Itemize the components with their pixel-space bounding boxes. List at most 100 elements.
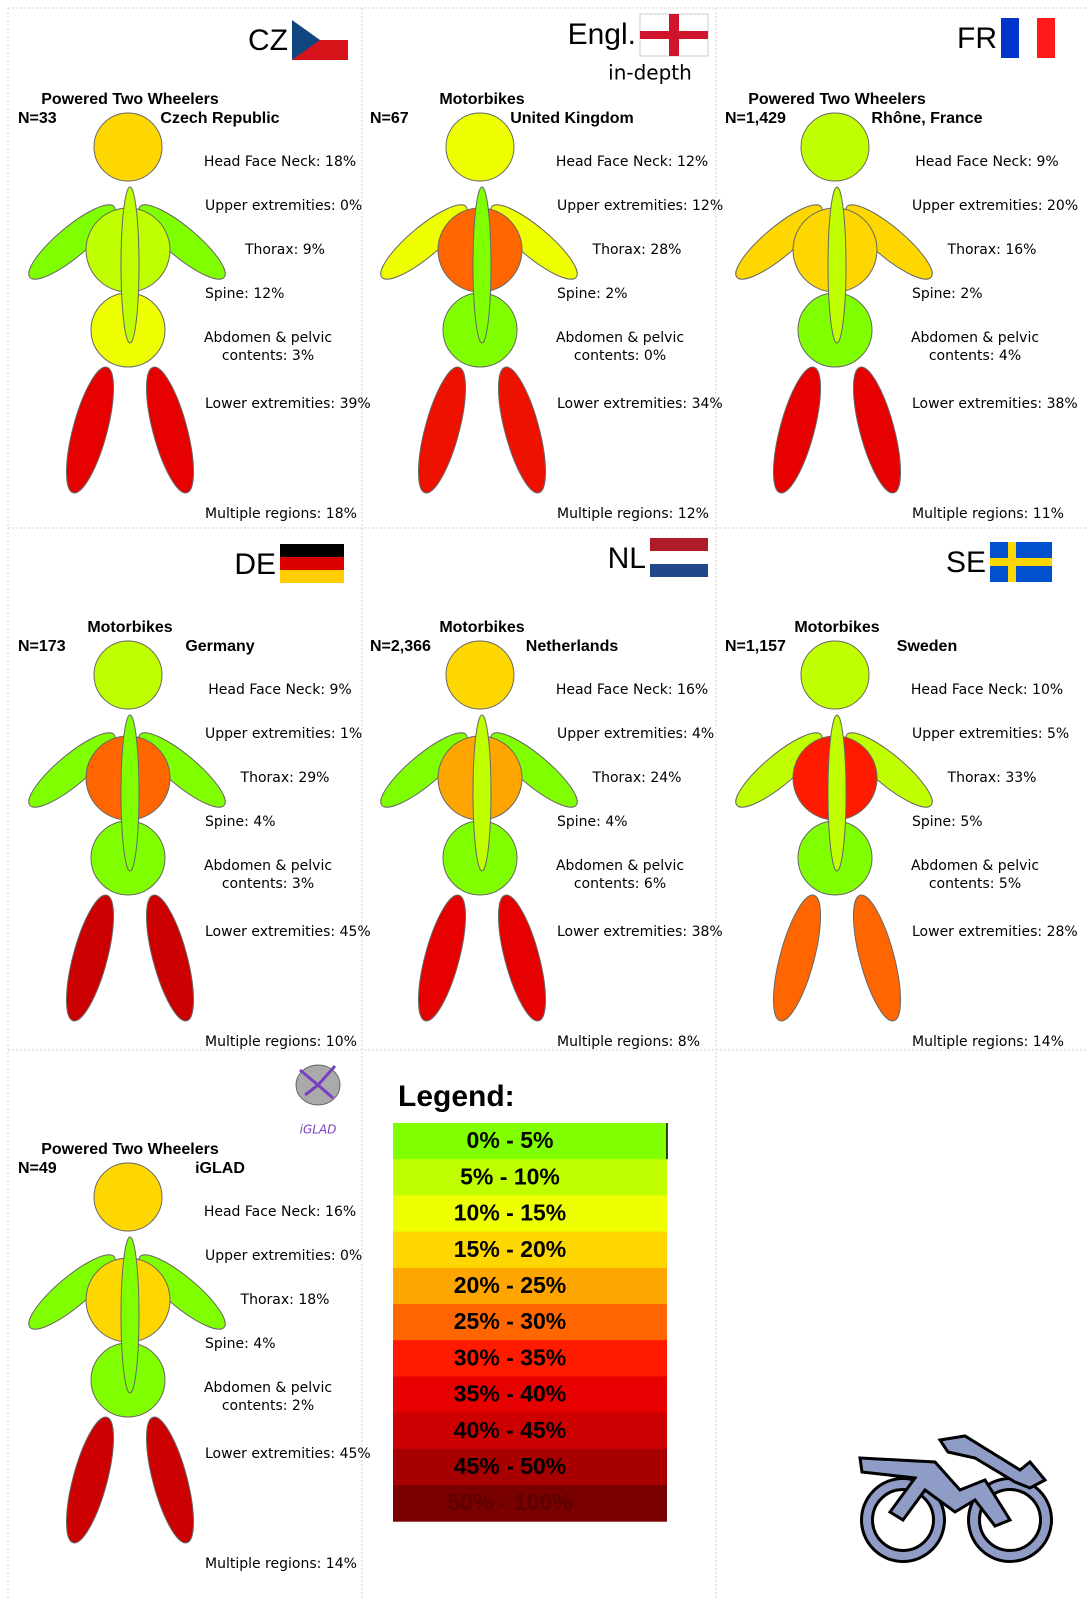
lower-label: Lower extremities: 45% [205,924,371,940]
sample-size: N=67 [370,110,409,127]
abdomen-label: Abdomen & pelvic [556,330,684,346]
left-arm [735,204,823,280]
spine-label: Spine: 5% [912,814,983,830]
left-arm [380,732,468,808]
legend-label: 25% - 30% [454,1308,567,1334]
flag [990,542,1052,582]
region: iGLAD [195,1160,245,1177]
spine-label: Spine: 4% [205,814,276,830]
head [445,112,515,182]
upper-label: Upper extremities: 5% [912,726,1069,742]
logo-star [299,1064,337,1100]
abdomen-label: contents: 3% [222,348,314,364]
multiple-label: Multiple regions: 14% [912,1034,1064,1050]
right-leg [852,366,902,494]
spine-label: Spine: 2% [557,286,628,302]
head [800,640,870,710]
legend-label: 45% - 50% [454,1453,567,1479]
flag [1001,18,1055,58]
right-leg [852,894,902,1022]
thorax-label: Thorax: 29% [240,770,330,786]
logo-text: iGLAD [300,1123,337,1137]
head [445,640,515,710]
upper-label: Upper extremities: 0% [205,1248,362,1264]
legend-swatch [393,1304,667,1341]
multiple-label: Multiple regions: 18% [205,506,357,522]
head-label: Head Face Neck: 10% [911,682,1063,698]
spine [120,1236,140,1394]
region: Rhône, France [871,110,982,127]
panel: Motorbikes N=173 Germany Head Face Neck: 9%… [18,619,371,1050]
logo: iGLAD [295,1064,341,1137]
abdomen-label: contents: 6% [574,876,666,892]
sample-size: N=1,157 [725,638,786,655]
sample-size: N=33 [18,110,57,127]
country-code: Engl. [568,18,636,51]
region: Netherlands [526,638,619,655]
head [93,1162,163,1232]
thorax-label: Thorax: 16% [947,242,1037,258]
vehicle: Motorbikes [439,619,524,636]
spine [472,714,492,872]
flag-part [280,557,344,570]
flag-part [1019,18,1037,58]
country-code: FR [957,22,997,55]
flag-part [650,551,708,564]
sample-size: N=1,429 [725,110,786,127]
legend-swatch [393,1412,667,1450]
country-code: DE [234,548,276,581]
flag-part [292,20,320,60]
flag-part [1001,18,1019,58]
left-arm [735,732,823,808]
lower-label: Lower extremities: 38% [557,924,723,940]
multiple-label: Multiple regions: 14% [205,1556,357,1572]
region: Czech Republic [160,110,279,127]
legend-swatch [393,1123,667,1160]
right-leg [497,894,547,1022]
right-leg [145,366,195,494]
panel: Powered Two Wheelers N=33 Czech Republic He… [18,91,371,522]
upper-label: Upper extremities: 0% [205,198,362,214]
thorax-label: Thorax: 33% [947,770,1037,786]
note: in-depth [608,61,692,85]
abdomen-label: contents: 2% [222,1398,314,1414]
multiple-label: Multiple regions: 8% [557,1034,700,1050]
left-leg [65,1416,115,1544]
legend-label: 35% - 40% [454,1381,567,1407]
left-leg [65,366,115,494]
head-label: Head Face Neck: 12% [556,154,708,170]
upper-label: Upper extremities: 20% [912,198,1078,214]
country-code: NL [608,542,646,575]
legend-label: 15% - 20% [454,1236,567,1262]
abdomen-label: Abdomen & pelvic [911,858,1039,874]
left-arm [28,1254,116,1330]
spine [827,186,847,344]
lower-label: Lower extremities: 28% [912,924,1078,940]
spine [120,714,140,872]
head-label: Head Face Neck: 9% [208,682,351,698]
head-label: Head Face Neck: 9% [915,154,1058,170]
right-leg [145,1416,195,1544]
country-code: SE [946,546,986,579]
flag-part [280,544,344,557]
spine-label: Spine: 2% [912,286,983,302]
legend-swatch [393,1231,667,1269]
region: United Kingdom [510,110,634,127]
panel: Motorbikes N=2,366 Netherlands Head Face Ne… [370,619,723,1050]
head-label: Head Face Neck: 16% [204,1204,356,1220]
head-label: Head Face Neck: 18% [204,154,356,170]
lower-label: Lower extremities: 39% [205,396,371,412]
flag-part [990,558,1052,566]
head-label: Head Face Neck: 16% [556,682,708,698]
flag [639,13,709,57]
legend-swatch [393,1195,667,1233]
upper-label: Upper extremities: 4% [557,726,714,742]
flag [280,544,344,583]
flag-part [650,538,708,551]
abdomen-label: Abdomen & pelvic [911,330,1039,346]
vehicle: Powered Two Wheelers [748,91,926,108]
multiple-label: Multiple regions: 12% [557,506,709,522]
flag-part [280,570,344,583]
sample-size: N=173 [18,638,66,655]
